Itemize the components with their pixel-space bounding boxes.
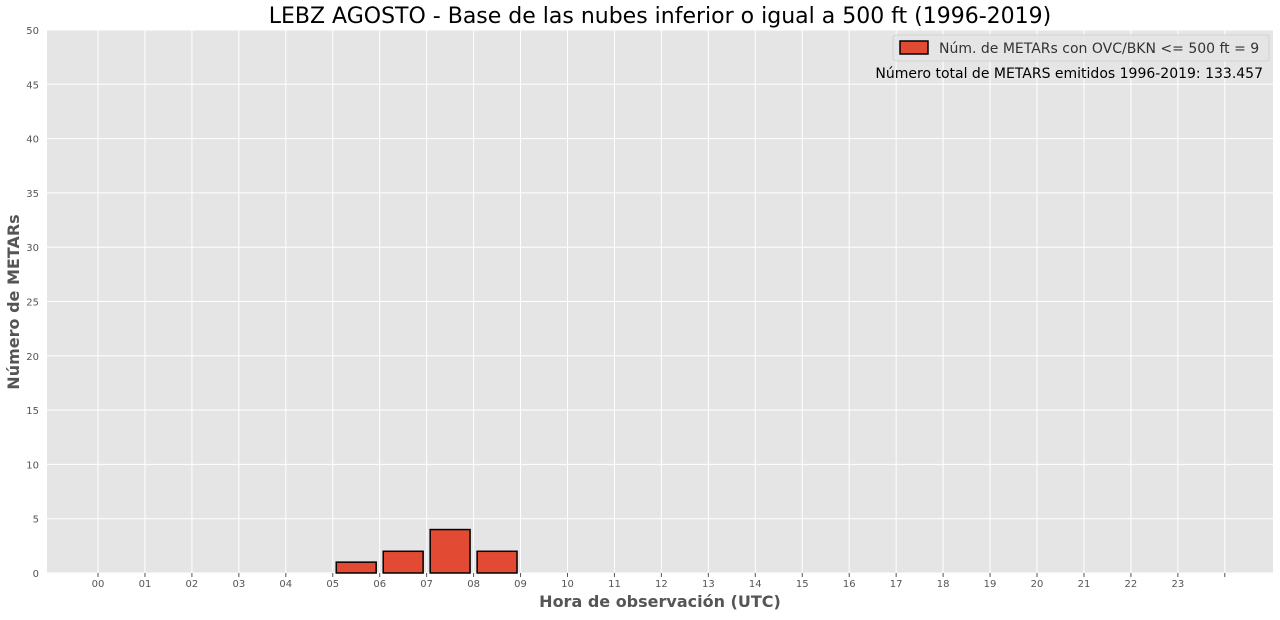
x-tick-label: 02	[186, 579, 199, 590]
legend-box	[892, 34, 1270, 62]
x-tick-label: 03	[232, 579, 245, 590]
bar-07	[429, 528, 471, 574]
x-tick-label: 09	[514, 579, 527, 590]
x-tick-label: 15	[796, 579, 809, 590]
x-axis-label: Hora de observación (UTC)	[539, 592, 781, 611]
x-tick-label: 16	[843, 579, 856, 590]
y-tick-label: 10	[26, 460, 39, 471]
y-tick-label: 0	[33, 569, 39, 580]
x-tick-label: 05	[326, 579, 339, 590]
legend-label: Núm. de METARs con OVC/BKN <= 500 ft = 9	[939, 41, 1259, 57]
grid-lines	[47, 29, 1273, 574]
x-tick-label: 18	[937, 579, 950, 590]
total-metars-annotation: Número total de METARS emitidos 1996-201…	[875, 66, 1263, 82]
bar-08	[476, 550, 518, 574]
bar-05	[335, 561, 377, 574]
x-tick-label: 17	[890, 579, 903, 590]
x-tick-label: 04	[279, 579, 292, 590]
x-tick-label: 20	[1031, 579, 1044, 590]
x-tick-label: 19	[984, 579, 997, 590]
x-tick-label: 11	[608, 579, 621, 590]
y-tick-label: 15	[26, 406, 39, 417]
legend: Núm. de METARs con OVC/BKN <= 500 ft = 9	[892, 34, 1270, 62]
y-axis-label: Número de METARs	[4, 214, 23, 389]
y-tick-label: 45	[26, 80, 39, 91]
y-tick-label: 40	[26, 135, 39, 146]
x-tick-label: 23	[1171, 579, 1184, 590]
y-tick-label: 25	[26, 298, 39, 309]
y-tick-label: 5	[33, 515, 39, 526]
x-tick-label: 01	[139, 579, 152, 590]
x-tick-label: 21	[1078, 579, 1091, 590]
x-tick-label: 14	[749, 579, 762, 590]
chart-title: LEBZ AGOSTO - Base de las nubes inferior…	[269, 4, 1052, 29]
y-tick-label: 35	[26, 189, 39, 200]
x-tick-label: 00	[92, 579, 105, 590]
y-tick-label: 50	[26, 26, 39, 37]
y-tick-label: 20	[26, 352, 39, 363]
x-tick-label: 12	[655, 579, 668, 590]
x-tick-label: 10	[561, 579, 574, 590]
x-tick-label: 22	[1125, 579, 1138, 590]
legend-swatch	[899, 40, 929, 55]
y-tick-label: 30	[26, 243, 39, 254]
bars	[335, 528, 518, 574]
x-tick-label: 06	[373, 579, 386, 590]
x-tick-label: 08	[467, 579, 480, 590]
bar-06	[382, 550, 424, 574]
x-tick-label: 07	[420, 579, 433, 590]
x-tick-label: 13	[702, 579, 715, 590]
